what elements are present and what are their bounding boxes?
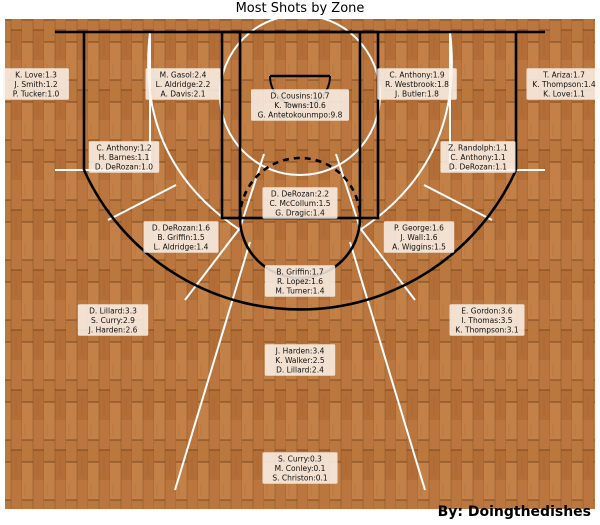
zone-player-stat: M. Gasol:2.4 bbox=[160, 70, 207, 79]
zone-label-background bbox=[262, 187, 338, 219]
zone-label-top-key-mid: B. Griffin:1.7R. Lopez:1.6M. Turner:1.4 bbox=[264, 265, 336, 297]
zone-player-stat: D. DeRozan:1.6 bbox=[152, 223, 210, 232]
zone-player-stat: S. Curry:0.3 bbox=[278, 454, 322, 463]
zone-player-stat: D. DeRozan:2.2 bbox=[271, 189, 329, 198]
zone-label-background bbox=[526, 68, 600, 100]
zone-player-stat: R. Lopez:1.6 bbox=[277, 277, 323, 286]
zone-player-stat: K. Towns:10.6 bbox=[274, 101, 326, 110]
zone-label-left-wing-three: D. Lillard:3.3S. Curry:2.9J. Harden:2.6 bbox=[77, 304, 149, 336]
zone-player-stat: M. Turner:1.4 bbox=[275, 286, 324, 295]
zone-player-stat: G. Antetokounmpo:9.8 bbox=[258, 110, 343, 119]
zone-player-stat: Z. Randolph:1.1 bbox=[448, 143, 508, 152]
zone-label-backcourt: S. Curry:0.3M. Conley:0.1S. Christon:0.1 bbox=[262, 452, 338, 484]
zone-player-stat: S. Curry:2.9 bbox=[91, 316, 135, 325]
zone-label-right-corner-three: T. Ariza:1.7K. Thompson:1.4K. Love:1.1 bbox=[526, 68, 600, 100]
zone-label-left-elbow-mid: D. DeRozan:1.6B. Griffin:1.5L. Aldridge:… bbox=[143, 221, 219, 253]
zone-label-background bbox=[449, 304, 525, 336]
zone-label-background bbox=[264, 344, 336, 376]
zone-player-stat: P. George:1.6 bbox=[394, 223, 444, 232]
zone-label-left-short-corner-mid: C. Anthony:1.2H. Barnes:1.1D. DeRozan:1.… bbox=[88, 141, 160, 173]
zone-player-stat: C. Anthony:1.9 bbox=[389, 70, 445, 79]
zone-player-stat: I. Thomas:3.5 bbox=[461, 316, 512, 325]
zone-label-background bbox=[440, 141, 516, 173]
zone-label-background bbox=[143, 221, 219, 253]
zone-labels: K. Love:1.3J. Smith:1.2P. Tucker:1.0 M. G… bbox=[3, 68, 600, 484]
zone-label-background bbox=[77, 304, 149, 336]
zone-label-background bbox=[264, 265, 336, 297]
zone-player-stat: D. DeRozan:1.0 bbox=[95, 162, 153, 171]
zone-player-stat: D. DeRozan:1.1 bbox=[449, 162, 507, 171]
zone-player-stat: C. Anthony:1.1 bbox=[450, 153, 506, 162]
zone-label-background bbox=[377, 68, 457, 100]
zone-label-background bbox=[251, 89, 349, 121]
zone-player-stat: K. Love:1.3 bbox=[15, 70, 57, 79]
chart-title: Most Shots by Zone bbox=[235, 1, 365, 16]
zone-player-stat: P. Tucker:1.0 bbox=[13, 89, 60, 98]
zone-label-top-key-three: J. Harden:3.4K. Walker:2.5D. Lillard:2.4 bbox=[264, 344, 336, 376]
zone-player-stat: T. Ariza:1.7 bbox=[542, 70, 585, 79]
zone-label-right-baseline-mid: C. Anthony:1.9R. Westbrook:1.8J. Butler:… bbox=[377, 68, 457, 100]
zone-player-stat: B. Griffin:1.5 bbox=[157, 233, 205, 242]
zone-player-stat: J. Harden:3.4 bbox=[275, 346, 325, 355]
zone-player-stat: D. Lillard:2.4 bbox=[276, 365, 324, 374]
zone-player-stat: D. Lillard:3.3 bbox=[89, 306, 137, 315]
zone-label-background bbox=[3, 68, 69, 100]
zone-player-stat: C. Anthony:1.2 bbox=[96, 143, 152, 152]
zone-player-stat: C. McCollum:1.5 bbox=[269, 199, 330, 208]
zone-player-stat: G. Dragic:1.4 bbox=[275, 208, 325, 217]
zone-player-stat: A. Wiggins:1.5 bbox=[392, 242, 446, 251]
zone-player-stat: D. Cousins:10.7 bbox=[270, 91, 329, 100]
zone-label-restricted-area: D. Cousins:10.7K. Towns:10.6G. Antetokou… bbox=[251, 89, 349, 121]
zone-label-paint-non-ra: D. DeRozan:2.2C. McCollum:1.5G. Dragic:1… bbox=[262, 187, 338, 219]
zone-player-stat: J. Smith:1.2 bbox=[13, 80, 58, 89]
zone-label-background bbox=[145, 68, 221, 100]
court-lines bbox=[55, 30, 545, 311]
zone-player-stat: K. Thompson:1.4 bbox=[532, 80, 596, 89]
zone-player-stat: B. Griffin:1.7 bbox=[276, 267, 324, 276]
zone-player-stat: J. Wall:1.6 bbox=[399, 233, 437, 242]
zone-label-right-short-corner-mid: Z. Randolph:1.1C. Anthony:1.1D. DeRozan:… bbox=[440, 141, 516, 173]
zone-label-right-elbow-mid: P. George:1.6J. Wall:1.6A. Wiggins:1.5 bbox=[383, 221, 455, 253]
zone-player-stat: L. Aldridge:2.2 bbox=[156, 80, 211, 89]
zone-player-stat: E. Gordon:3.6 bbox=[461, 306, 513, 315]
zone-player-stat: J. Harden:2.6 bbox=[88, 325, 138, 334]
zone-player-stat: S. Christon:0.1 bbox=[272, 473, 328, 482]
zone-player-stat: K. Thompson:3.1 bbox=[455, 325, 519, 334]
zone-player-stat: R. Westbrook:1.8 bbox=[385, 80, 449, 89]
zone-label-background bbox=[383, 221, 455, 253]
zone-label-background bbox=[262, 452, 338, 484]
zone-player-stat: K. Walker:2.5 bbox=[275, 356, 325, 365]
zone-player-stat: H. Barnes:1.1 bbox=[99, 153, 150, 162]
zone-label-right-wing-three: E. Gordon:3.6I. Thomas:3.5K. Thompson:3.… bbox=[449, 304, 525, 336]
zone-player-stat: L. Aldridge:1.4 bbox=[154, 242, 209, 251]
zone-player-stat: J. Butler:1.8 bbox=[394, 89, 439, 98]
zone-label-left-corner-three: K. Love:1.3J. Smith:1.2P. Tucker:1.0 bbox=[3, 68, 69, 100]
zone-player-stat: K. Love:1.1 bbox=[543, 89, 585, 98]
zone-label-background bbox=[88, 141, 160, 173]
zone-player-stat: A. Davis:2.1 bbox=[160, 89, 205, 98]
zone-player-stat: M. Conley:0.1 bbox=[275, 464, 326, 473]
author-credit: By: Doingthedishes bbox=[437, 504, 591, 520]
zone-label-left-baseline-mid: M. Gasol:2.4L. Aldridge:2.2A. Davis:2.1 bbox=[145, 68, 221, 100]
